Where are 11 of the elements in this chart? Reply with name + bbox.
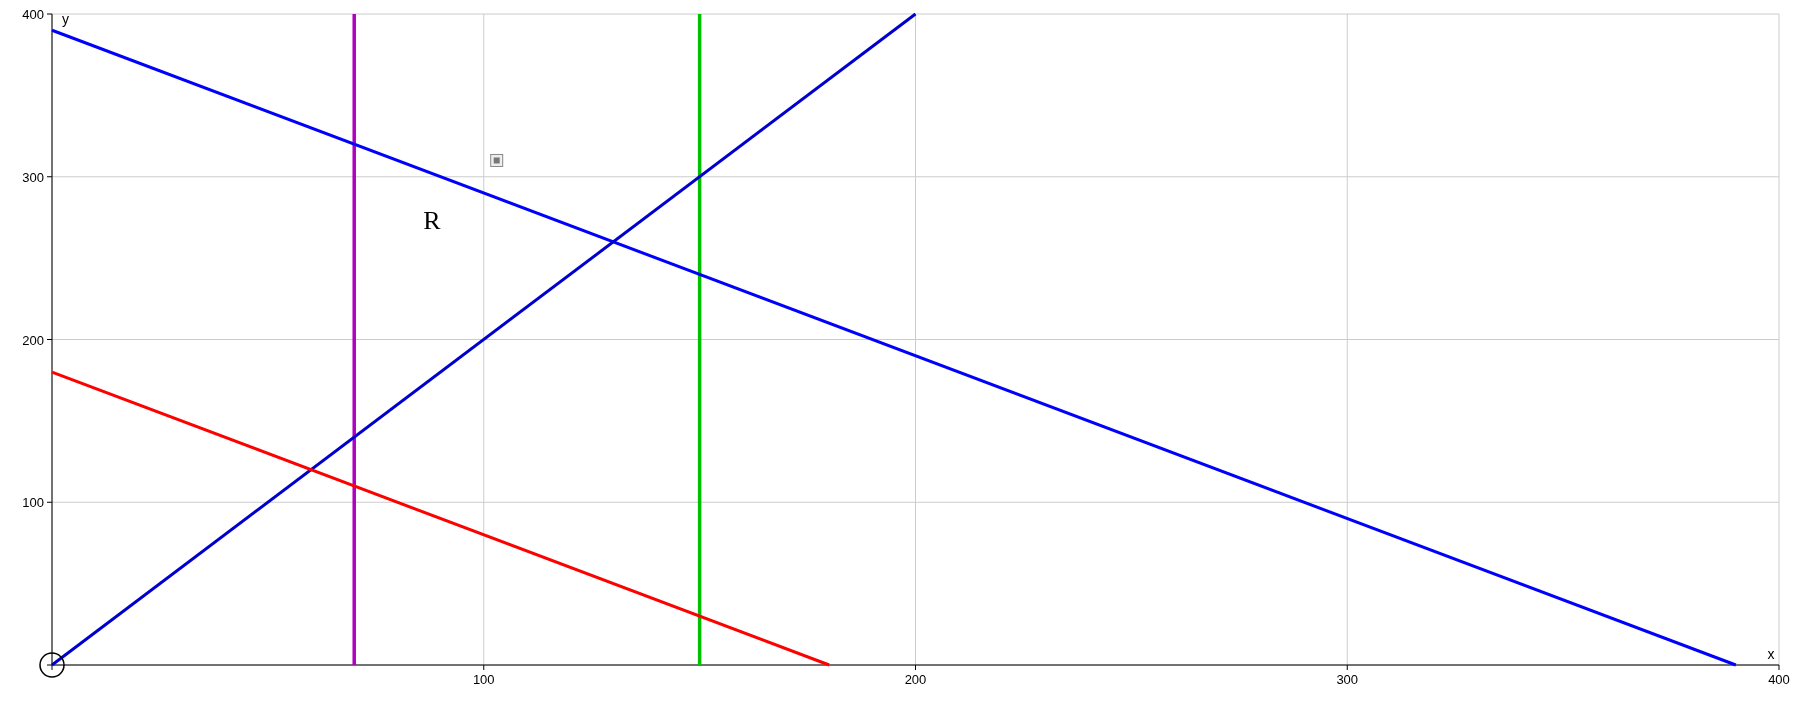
y-tick-label: 400	[22, 7, 44, 22]
x-axis-title: x	[1767, 646, 1775, 662]
annotation: R	[423, 205, 442, 235]
x-tick-label: 200	[904, 672, 927, 687]
y-tick-label: 200	[22, 332, 44, 348]
x-tick-label: 100	[472, 672, 495, 687]
x-tick-label: 300	[1336, 672, 1359, 687]
y-axis-title: y	[62, 11, 69, 27]
y-tick-label: 100	[22, 495, 44, 511]
x-tick-label: 400	[1768, 672, 1790, 687]
y-tick-label: 300	[22, 169, 44, 185]
